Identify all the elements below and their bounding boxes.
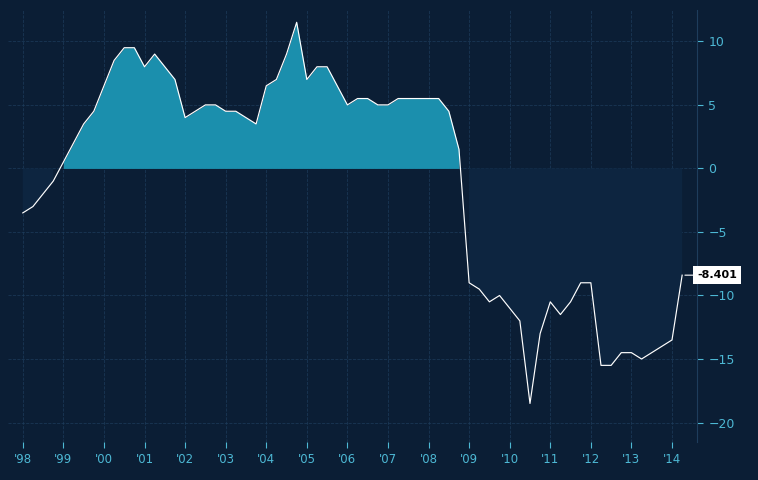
Text: -8.401: -8.401 [697,270,738,280]
